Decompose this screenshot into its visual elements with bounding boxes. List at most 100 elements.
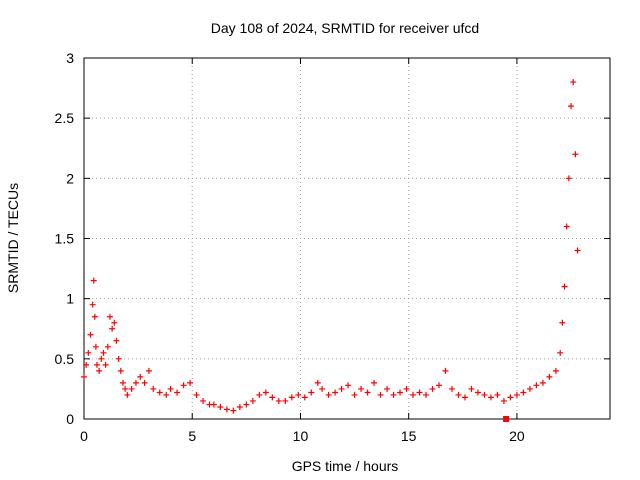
data-point [448,385,455,392]
data-point [358,385,365,392]
data-point [145,367,152,374]
y-tick-label: 1.5 [55,231,75,247]
data-point [156,389,163,396]
data-point [319,385,326,392]
data-point [295,391,302,398]
data-point [104,343,111,350]
data-point [249,397,256,404]
x-tick-label: 20 [509,428,525,444]
data-point [338,385,345,392]
axis-ticks: 0 5 10 15 20 0 0.5 1 1.5 2 2.5 3 [55,50,610,444]
data-point [487,394,494,401]
y-axis-label: SRMTID / TECUs [5,183,21,293]
data-point [377,391,384,398]
data-point [262,389,269,396]
data-point [109,325,116,332]
data-point [364,389,371,396]
x-tick-label: 5 [188,428,196,444]
outlier-point [503,416,510,422]
chart-title: Day 108 of 2024, SRMTID for receiver ufc… [211,20,479,36]
data-point [561,283,568,290]
data-point [275,397,282,404]
data-point [308,389,315,396]
data-point [500,397,507,404]
y-tick-label: 2.5 [55,110,75,126]
y-tick-label: 0 [66,411,74,427]
data-point [91,313,98,320]
data-point [115,355,122,362]
data-point [163,391,170,398]
data-point [390,391,397,398]
data-point [552,367,559,374]
data-point [93,361,100,368]
data-point [141,379,148,386]
data-point [210,401,217,408]
y-tick-label: 0.5 [55,351,75,367]
data-point [124,391,131,398]
data-point [128,385,135,392]
data-point [384,385,391,392]
x-tick-label: 10 [293,428,309,444]
data-point [546,373,553,380]
grid-lines [84,58,610,419]
plot-area-frame [83,57,611,420]
data-point [83,361,90,368]
data-point [180,382,187,389]
data-point [474,389,481,396]
x-tick-label: 0 [80,428,88,444]
data-point [559,319,566,326]
data-point [269,394,276,401]
data-point [574,247,581,254]
data-point [187,379,194,386]
data-point [256,391,263,398]
data-point [461,394,468,401]
y-tick-label: 3 [66,50,74,66]
data-point [282,397,289,404]
data-point [87,331,94,338]
data-point [217,403,224,410]
data-point [96,367,103,374]
data-point [397,389,404,396]
x-tick-label: 15 [401,428,417,444]
data-point [100,349,107,356]
data-point [345,382,352,389]
data-point [288,394,295,401]
data-point [85,349,92,356]
data-point [416,389,423,396]
data-point [507,394,514,401]
data-point [243,401,250,408]
y-tick-label: 1 [66,291,74,307]
data-point [81,373,87,380]
data-point [119,379,126,386]
data-point [132,379,139,386]
data-point [435,382,442,389]
data-point [230,407,237,414]
data-point [113,337,120,344]
data-point [371,379,378,386]
data-point [301,394,308,401]
data-point [468,385,475,392]
y-tick-label: 2 [66,170,74,186]
data-point [442,367,449,374]
data-point [568,103,575,110]
data-point [332,389,339,396]
data-point [513,391,520,398]
data-point [423,391,430,398]
data-point [223,406,230,413]
data-point [89,301,96,308]
data-point [429,385,436,392]
data-point [565,175,572,182]
data-point [117,367,124,374]
data-point [122,385,129,392]
data-point [494,391,501,398]
data-point [111,319,118,326]
data-point [455,391,462,398]
data-point [92,343,99,350]
data-point [539,379,546,386]
data-point [351,391,358,398]
data-point [90,277,97,284]
data-point [236,403,243,410]
data-point [102,361,109,368]
data-point [572,151,579,158]
